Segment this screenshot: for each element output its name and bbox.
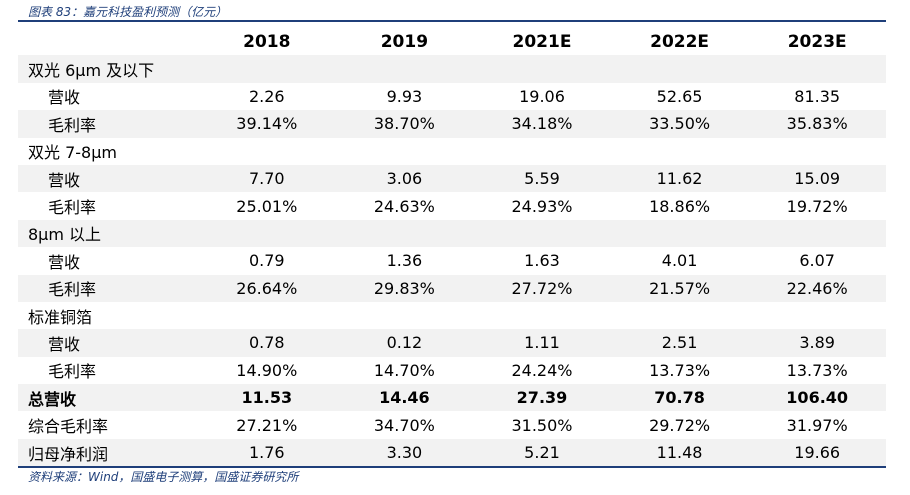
row-label: 8μm 以上 bbox=[28, 225, 102, 245]
header-cell: 2021E bbox=[512, 31, 572, 52]
figure-caption: 图表 83：嘉元科技盈利预测（亿元） bbox=[28, 5, 228, 19]
table-row: 综合毛利率 27.21% 34.70% 31.50% 29.72% 31.97% bbox=[18, 411, 886, 438]
table-row: 毛利率 25.01% 24.63% 24.93% 18.86% 19.72% bbox=[18, 192, 886, 219]
table-cell: 11.62 bbox=[656, 169, 703, 189]
table-cell: 15.09 bbox=[794, 169, 841, 189]
table-cell: 19.72% bbox=[786, 196, 848, 216]
row-label: 双光 6μm 及以下 bbox=[28, 61, 155, 81]
table-cell: 35.83% bbox=[786, 114, 848, 134]
table-cell: 27.39 bbox=[516, 388, 568, 408]
table-cell: 52.65 bbox=[656, 86, 703, 106]
table-cell: 0.78 bbox=[248, 333, 285, 353]
table-cell: 5.59 bbox=[524, 169, 560, 189]
table-cell: 2.26 bbox=[248, 86, 285, 106]
table-cell: 1.63 bbox=[524, 251, 560, 271]
table-cell: 0.79 bbox=[248, 251, 285, 271]
table-cell: 22.46% bbox=[786, 278, 848, 298]
header-row: 2018 2019 2021E 2022E 2023E bbox=[18, 28, 886, 55]
table-cell: 70.78 bbox=[654, 388, 705, 408]
table-cell: 19.06 bbox=[519, 86, 565, 106]
table-cell: 31.97% bbox=[786, 415, 848, 435]
row-label: 标准铜箔 bbox=[28, 307, 93, 327]
table-cell: 18.86% bbox=[649, 196, 711, 216]
table-row: 营收 0.78 0.12 1.11 2.51 3.89 bbox=[18, 329, 886, 357]
table-cell: 0.12 bbox=[386, 333, 423, 353]
source-note: 资料来源：Wind，国盛电子测算，国盛证券研究所 bbox=[28, 470, 299, 484]
table-row: 归母净利润 1.76 3.30 5.21 11.48 19.66 bbox=[18, 438, 886, 467]
table-cell: 106.40 bbox=[786, 388, 849, 408]
table-cell: 27.21% bbox=[236, 415, 298, 435]
table-cell: 34.70% bbox=[373, 415, 435, 435]
header-cell: 2019 bbox=[380, 31, 429, 52]
table-cell: 6.07 bbox=[799, 251, 835, 271]
table-cell: 1.36 bbox=[386, 251, 423, 271]
table-row: 营收 7.70 3.06 5.59 11.62 15.09 bbox=[18, 164, 886, 193]
table-cell: 34.18% bbox=[511, 114, 573, 134]
table-row: 营收 2.26 9.93 19.06 52.65 81.35 bbox=[18, 83, 886, 110]
row-label: 营收 bbox=[48, 334, 81, 354]
table-cell: 81.35 bbox=[794, 86, 841, 106]
table-cell: 24.63% bbox=[373, 196, 435, 216]
table-cell: 3.89 bbox=[799, 333, 835, 353]
table-cell: 3.06 bbox=[386, 169, 423, 189]
table-cell: 24.93% bbox=[511, 196, 573, 216]
top-rule bbox=[18, 20, 886, 22]
table-row: 双光 6μm 及以下 bbox=[18, 55, 886, 83]
table-row: 8μm 以上 bbox=[18, 219, 886, 248]
table-cell: 33.50% bbox=[649, 114, 711, 134]
table-cell: 38.70% bbox=[373, 114, 435, 134]
row-label: 营收 bbox=[48, 88, 81, 108]
row-label: 毛利率 bbox=[48, 362, 97, 382]
table-cell: 11.53 bbox=[241, 388, 293, 408]
table-row: 毛利率 26.64% 29.83% 27.72% 21.57% 22.46% bbox=[18, 274, 886, 302]
row-label: 双光 7-8μm bbox=[28, 143, 117, 163]
header-cell: 2022E bbox=[650, 31, 710, 52]
row-label: 毛利率 bbox=[48, 198, 97, 218]
profit-forecast-table: 2018 2019 2021E 2022E 2023E 双光 6μm 及以下 营收… bbox=[18, 28, 886, 467]
table-cell: 39.14% bbox=[236, 114, 298, 134]
header-cell: 2023E bbox=[787, 31, 847, 52]
table-cell: 26.64% bbox=[236, 278, 298, 298]
table-cell: 1.76 bbox=[248, 443, 285, 463]
row-label: 毛利率 bbox=[48, 115, 97, 135]
row-label: 营收 bbox=[48, 252, 81, 272]
table-cell: 3.30 bbox=[386, 443, 423, 463]
table-cell: 1.11 bbox=[524, 333, 560, 353]
row-label: 综合毛利率 bbox=[28, 417, 109, 437]
table-cell: 21.57% bbox=[649, 278, 711, 298]
row-label: 总营收 bbox=[28, 389, 77, 409]
table-row: 毛利率 14.90% 14.70% 24.24% 13.73% 13.73% bbox=[18, 357, 886, 384]
table-cell: 29.72% bbox=[649, 415, 711, 435]
table-cell: 13.73% bbox=[786, 360, 848, 380]
table-row: 双光 7-8μm bbox=[18, 138, 886, 165]
table-cell: 4.01 bbox=[661, 251, 698, 271]
table-cell: 31.50% bbox=[511, 415, 573, 435]
table-cell: 7.70 bbox=[248, 169, 285, 189]
table-cell: 2.51 bbox=[661, 333, 698, 353]
table-cell: 24.24% bbox=[511, 360, 573, 380]
table-row: 标准铜箔 bbox=[18, 302, 886, 329]
table-cell: 27.72% bbox=[511, 278, 573, 298]
table-cell: 29.83% bbox=[373, 278, 435, 298]
row-label: 归母净利润 bbox=[28, 444, 109, 464]
table-cell: 11.48 bbox=[656, 443, 703, 463]
table-cell: 13.73% bbox=[649, 360, 711, 380]
bottom-rule bbox=[18, 466, 886, 468]
table-cell: 14.90% bbox=[236, 360, 298, 380]
header-cell: 2018 bbox=[243, 31, 291, 52]
table-cell: 19.66 bbox=[794, 443, 841, 463]
table-row: 营收 0.79 1.36 1.63 4.01 6.07 bbox=[18, 247, 886, 274]
table-cell: 25.01% bbox=[236, 196, 298, 216]
table-row: 总营收 11.53 14.46 27.39 70.78 106.40 bbox=[18, 384, 886, 412]
row-label: 毛利率 bbox=[48, 280, 97, 300]
table-cell: 9.93 bbox=[386, 86, 423, 106]
table-cell: 5.21 bbox=[524, 443, 560, 463]
table-row: 毛利率 39.14% 38.70% 34.18% 33.50% 35.83% bbox=[18, 110, 886, 138]
table-cell: 14.46 bbox=[379, 388, 430, 408]
table-cell: 14.70% bbox=[373, 360, 435, 380]
row-label: 营收 bbox=[48, 170, 81, 190]
